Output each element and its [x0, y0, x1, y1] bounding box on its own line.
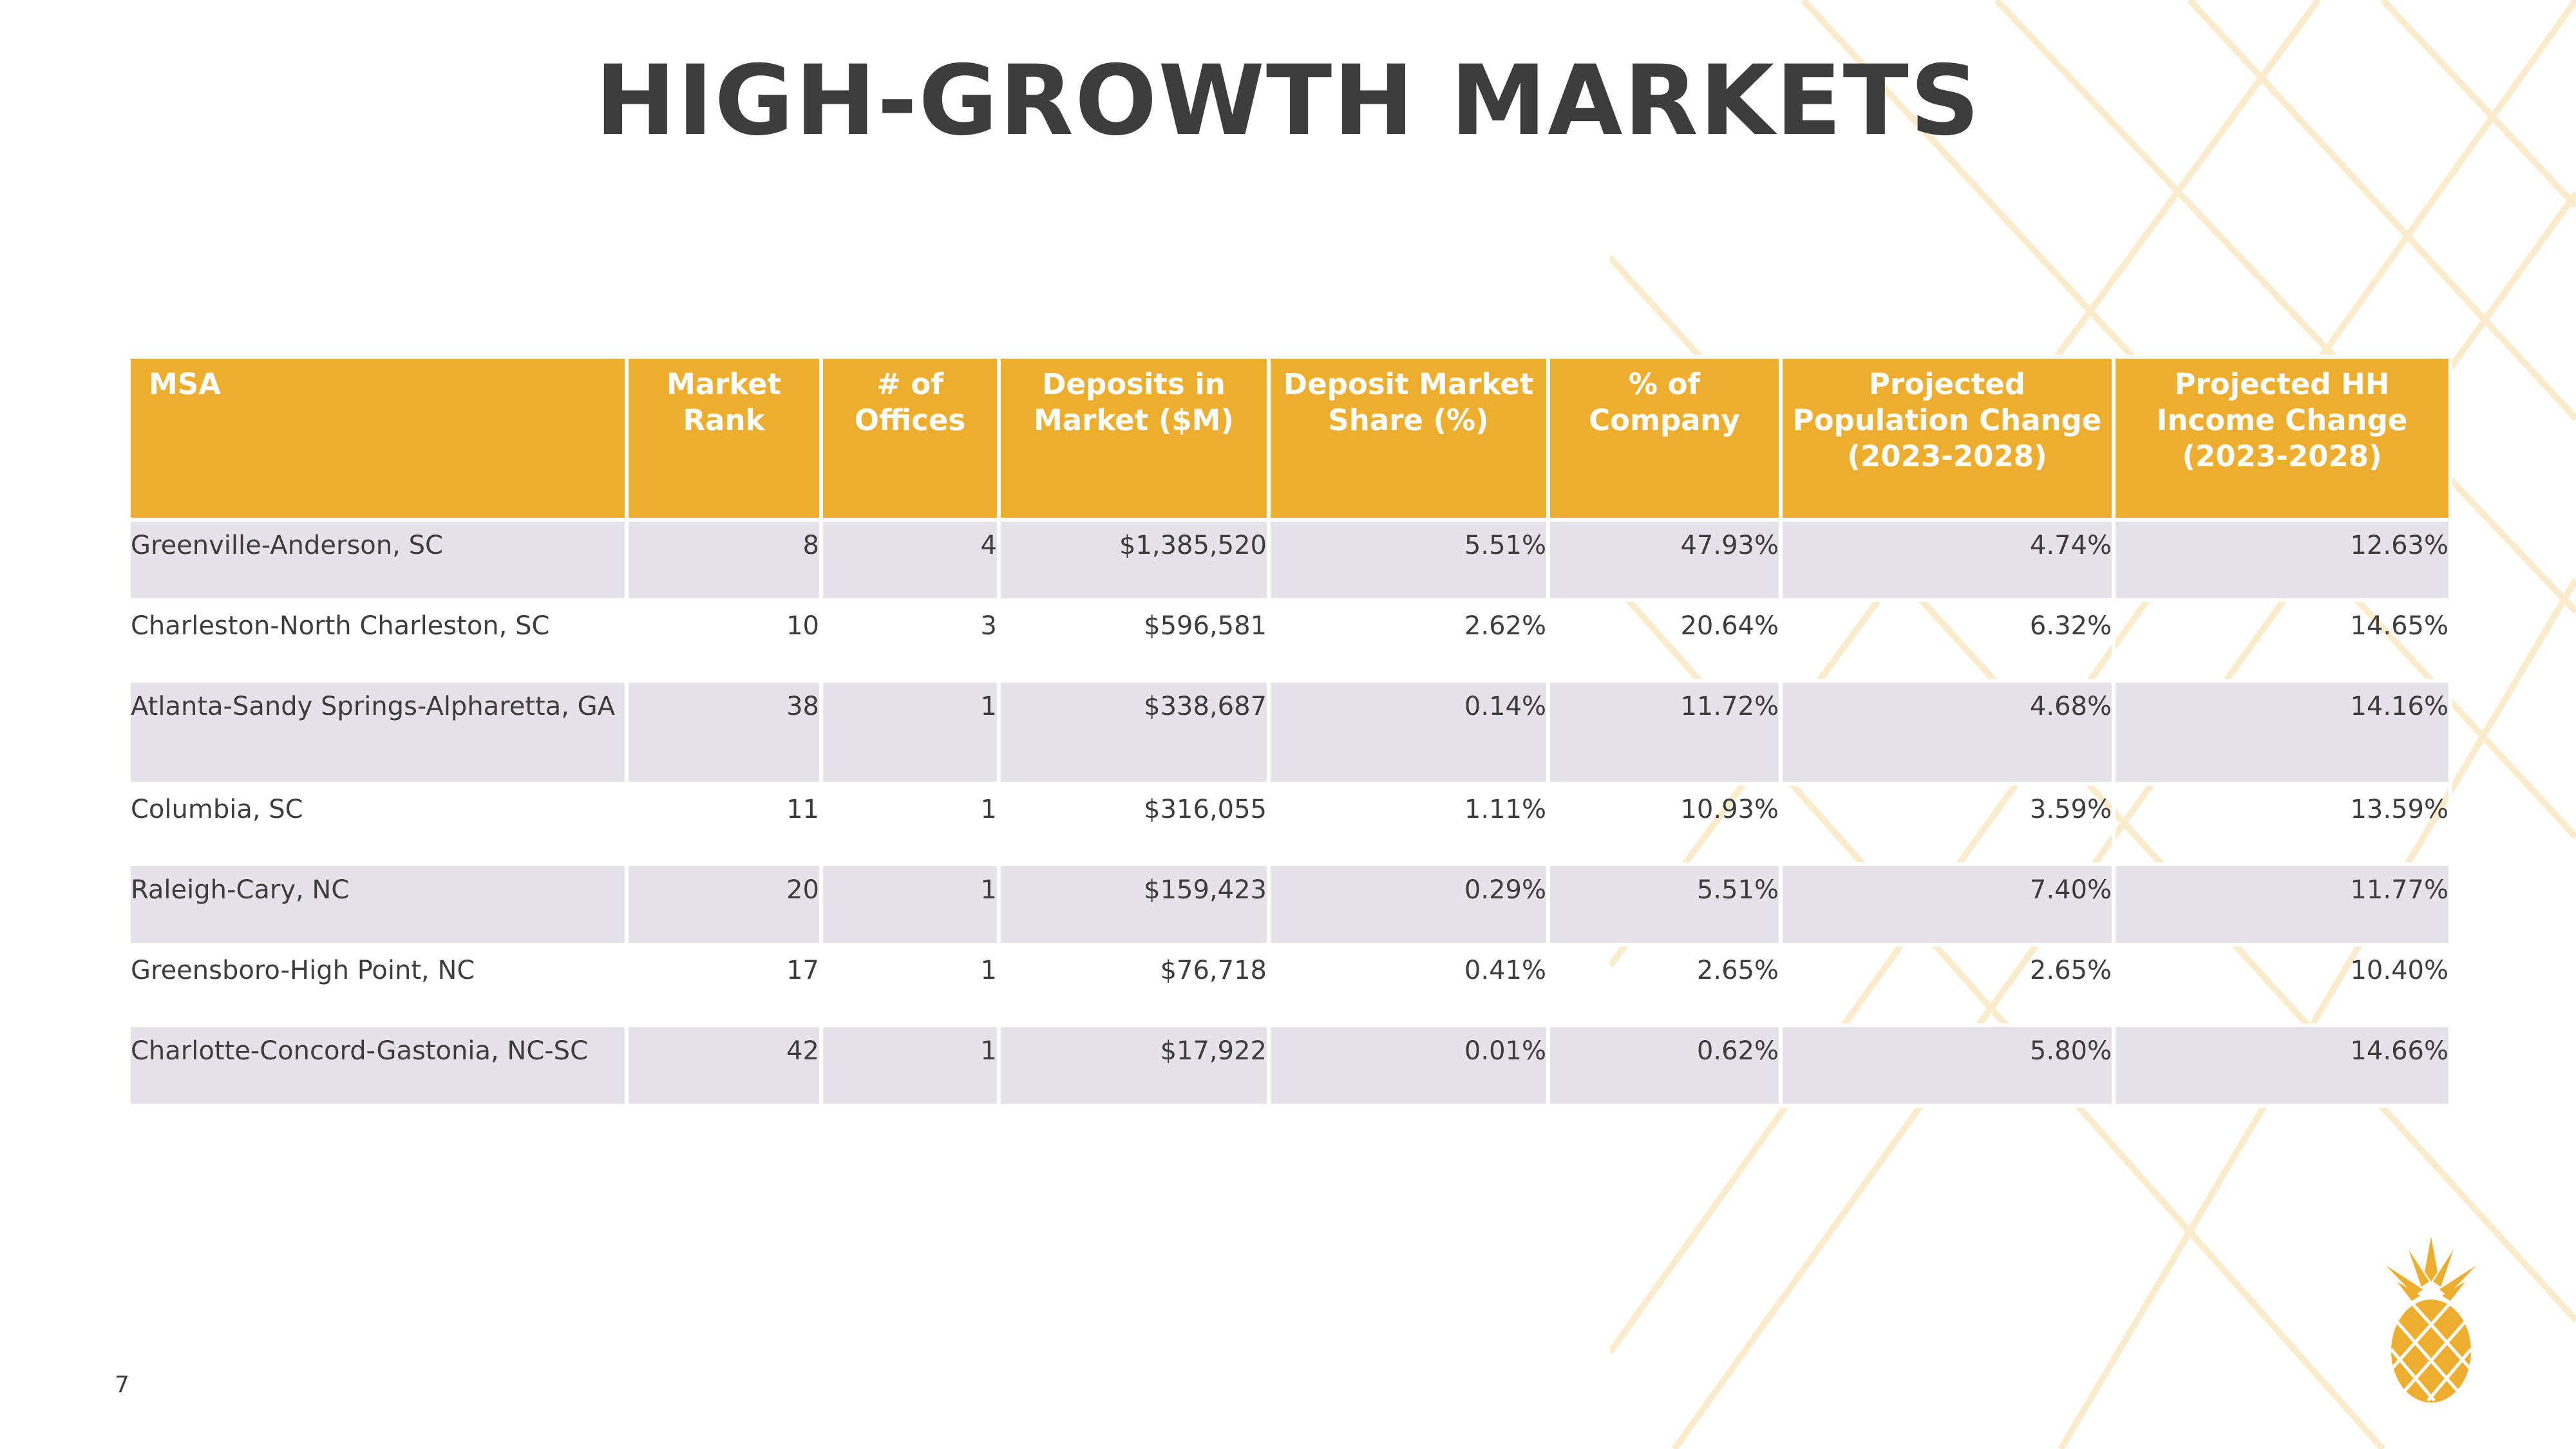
cell-deposits: $17,922	[997, 1023, 1271, 1108]
cell-population: 3.59%	[1779, 782, 2116, 866]
cell-income: 14.16%	[2112, 679, 2452, 786]
cell-income: 14.65%	[2112, 598, 2452, 683]
cell-offices: 1	[819, 1023, 1001, 1108]
table-row: Charlotte-Concord-Gastonia, NC-SC 42 1 $…	[127, 1023, 2452, 1108]
header-deposits: Deposits in Market ($M)	[997, 355, 1271, 522]
cell-deposits: $1,385,520	[997, 518, 1271, 602]
cell-income: 11.77%	[2112, 862, 2452, 947]
cell-deposits: $596,581	[997, 598, 1271, 683]
cell-msa: Charleston-North Charleston, SC	[127, 598, 629, 683]
cell-offices: 1	[819, 943, 1001, 1027]
cell-offices: 1	[819, 782, 1001, 866]
page-title: HIGH-GROWTH MARKETS	[595, 45, 1981, 157]
cell-income: 10.40%	[2112, 943, 2452, 1027]
table-row: Columbia, SC 11 1 $316,055 1.11% 10.93% …	[127, 782, 2452, 866]
cell-share: 0.29%	[1267, 862, 1550, 947]
header-market-rank: Market Rank	[625, 355, 823, 522]
cell-share: 0.01%	[1267, 1023, 1550, 1108]
cell-pct-company: 5.51%	[1546, 862, 1783, 947]
cell-income: 14.66%	[2112, 1023, 2452, 1108]
cell-population: 6.32%	[1779, 598, 2116, 683]
cell-offices: 3	[819, 598, 1001, 683]
table-row: Greensboro-High Point, NC 17 1 $76,718 0…	[127, 943, 2452, 1027]
cell-rank: 8	[625, 518, 823, 602]
cell-population: 4.74%	[1779, 518, 2116, 602]
table-row: Greenville-Anderson, SC 8 4 $1,385,520 5…	[127, 518, 2452, 602]
header-income-change: Projected HH Income Change (2023-2028)	[2112, 355, 2452, 522]
cell-share: 0.14%	[1267, 679, 1550, 786]
cell-share: 5.51%	[1267, 518, 1550, 602]
header-msa: MSA	[127, 355, 629, 522]
cell-pct-company: 20.64%	[1546, 598, 1783, 683]
cell-pct-company: 2.65%	[1546, 943, 1783, 1027]
cell-msa: Columbia, SC	[127, 782, 629, 866]
cell-population: 7.40%	[1779, 862, 2116, 947]
cell-pct-company: 47.93%	[1546, 518, 1783, 602]
markets-table: MSA Market Rank # of Offices Deposits in…	[127, 355, 2452, 1108]
cell-deposits: $316,055	[997, 782, 1271, 866]
cell-rank: 17	[625, 943, 823, 1027]
header-market-share: Deposit Market Share (%)	[1267, 355, 1550, 522]
cell-rank: 10	[625, 598, 823, 683]
header-offices: # of Offices	[819, 355, 1001, 522]
cell-offices: 1	[819, 862, 1001, 947]
table-row: Charleston-North Charleston, SC 10 3 $59…	[127, 598, 2452, 683]
table-header-row: MSA Market Rank # of Offices Deposits in…	[127, 355, 2452, 522]
cell-deposits: $159,423	[997, 862, 1271, 947]
cell-msa: Atlanta-Sandy Springs-Alpharetta, GA	[127, 679, 629, 786]
cell-deposits: $338,687	[997, 679, 1271, 786]
cell-share: 1.11%	[1267, 782, 1550, 866]
cell-population: 4.68%	[1779, 679, 2116, 786]
page-number: 7	[115, 1372, 129, 1398]
pineapple-icon	[2386, 1236, 2476, 1403]
cell-share: 2.62%	[1267, 598, 1550, 683]
cell-deposits: $76,718	[997, 943, 1271, 1027]
table-row: Atlanta-Sandy Springs-Alpharetta, GA 38 …	[127, 679, 2452, 786]
cell-rank: 38	[625, 679, 823, 786]
cell-msa: Charlotte-Concord-Gastonia, NC-SC	[127, 1023, 629, 1108]
cell-share: 0.41%	[1267, 943, 1550, 1027]
cell-rank: 11	[625, 782, 823, 866]
table-row: Raleigh-Cary, NC 20 1 $159,423 0.29% 5.5…	[127, 862, 2452, 947]
cell-pct-company: 0.62%	[1546, 1023, 1783, 1108]
header-pct-company: % of Company	[1546, 355, 1783, 522]
cell-rank: 42	[625, 1023, 823, 1108]
cell-population: 5.80%	[1779, 1023, 2116, 1108]
cell-population: 2.65%	[1779, 943, 2116, 1027]
cell-msa: Greensboro-High Point, NC	[127, 943, 629, 1027]
cell-msa: Greenville-Anderson, SC	[127, 518, 629, 602]
cell-income: 12.63%	[2112, 518, 2452, 602]
cell-pct-company: 11.72%	[1546, 679, 1783, 786]
cell-msa: Raleigh-Cary, NC	[127, 862, 629, 947]
header-population-change: Projected Population Change (2023-2028)	[1779, 355, 2116, 522]
cell-rank: 20	[625, 862, 823, 947]
cell-pct-company: 10.93%	[1546, 782, 1783, 866]
cell-income: 13.59%	[2112, 782, 2452, 866]
cell-offices: 1	[819, 679, 1001, 786]
cell-offices: 4	[819, 518, 1001, 602]
